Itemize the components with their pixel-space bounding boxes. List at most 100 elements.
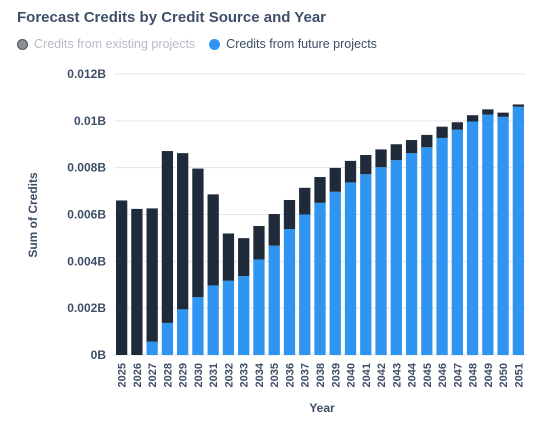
x-tick-label: 2047 [452,363,464,387]
bar-existing-projects[interactable] [177,153,189,310]
bar-existing-projects[interactable] [299,187,311,215]
bar-future-projects[interactable] [314,202,326,355]
bar-future-projects[interactable] [329,191,341,355]
bar-future-projects[interactable] [253,259,265,355]
bar-future-projects[interactable] [375,167,387,355]
bar-future-projects[interactable] [238,276,250,355]
bar-existing-projects[interactable] [268,214,280,246]
legend-marker-existing-projects [17,38,28,50]
chart-title: Forecast Credits by Credit Source and Ye… [17,9,327,26]
bar-existing-projects[interactable] [253,225,265,260]
x-axis-ticks: 2025 2026 2027 2028 2029 2030 2031 2032 2033 2034… [117,362,526,387]
x-tick-label: 2049 [483,363,495,387]
y-tick-label: 0.012B [67,67,106,81]
bar-existing-projects[interactable] [161,151,174,323]
bar-future-projects[interactable] [360,174,372,355]
x-tick-label: 2028 [162,363,174,387]
x-axis-label: Year [309,401,335,415]
bar-existing-projects[interactable] [192,168,204,298]
legend-marker-future-projects [209,38,221,50]
legend-item-existing-projects[interactable]: Credits from existing projects [17,37,195,51]
bar-existing-projects[interactable] [222,233,235,281]
y-tick-label: 0.008B [67,161,106,175]
x-tick-label: 2031 [208,363,220,387]
legend-item-future-projects[interactable]: Credits from future projects [209,37,377,51]
x-tick-label: 2029 [178,363,190,387]
bar-existing-projects[interactable] [390,144,402,161]
bar-future-projects[interactable] [192,297,204,355]
bar-future-projects[interactable] [177,309,189,355]
y-tick-label: 0.004B [67,254,106,268]
bar-existing-projects[interactable] [405,140,418,154]
y-axis-label: Sum of Credits [26,172,40,258]
bar-future-projects[interactable] [283,229,296,355]
x-tick-label: 2043 [391,363,403,387]
bar-future-projects[interactable] [421,147,433,355]
x-tick-label: 2042 [376,363,388,387]
bar-existing-projects[interactable] [375,149,387,168]
bar-existing-projects[interactable] [131,208,143,355]
bar-future-projects[interactable] [482,114,494,355]
x-tick-label: 2025 [117,363,129,387]
bar-future-projects[interactable] [146,341,158,355]
x-tick-label: 2032 [223,363,235,387]
bar-future-projects[interactable] [268,245,280,355]
x-tick-label: 2039 [330,363,342,387]
x-tick-label: 2035 [269,363,281,387]
x-tick-label: 2037 [300,363,312,387]
bar-future-projects[interactable] [344,182,357,355]
bar-existing-projects[interactable] [146,208,158,342]
x-tick-label: 2027 [147,363,159,387]
bar-future-projects[interactable] [436,137,448,355]
bar-existing-projects[interactable] [207,194,219,286]
x-tick-label: 2034 [254,362,266,387]
x-tick-label: 2048 [468,363,480,387]
x-tick-label: 2036 [284,363,296,387]
bar-future-projects[interactable] [497,116,509,355]
bar-existing-projects[interactable] [238,238,250,277]
x-tick-label: 2038 [315,363,327,387]
x-tick-label: 2040 [346,363,358,387]
bar-existing-projects[interactable] [115,200,128,355]
bar-future-projects[interactable] [207,285,219,355]
bar-existing-projects[interactable] [329,167,341,192]
bar-future-projects[interactable] [451,129,463,355]
bar-existing-projects[interactable] [482,109,494,115]
bar-future-projects[interactable] [512,106,525,356]
y-tick-label: 0.002B [67,301,106,315]
bar-existing-projects[interactable] [314,177,326,203]
bar-existing-projects[interactable] [512,104,525,107]
bar-future-projects[interactable] [299,214,311,356]
bar-existing-projects[interactable] [283,199,296,230]
x-tick-label: 2045 [422,363,434,387]
bar-existing-projects[interactable] [360,155,372,175]
bar-future-projects[interactable] [466,121,479,356]
y-axis-ticks: 0B 0.002B 0.004B 0.006B 0.008B 0.01B 0.012B [67,67,106,362]
x-tick-label: 2026 [132,363,144,387]
y-tick-label: 0.01B [74,114,106,128]
x-tick-label: 2033 [239,363,251,387]
bar-existing-projects[interactable] [421,134,433,148]
x-tick-label: 2041 [361,363,373,387]
x-tick-label: 2046 [437,363,449,387]
bar-existing-projects[interactable] [344,160,357,183]
bar-existing-projects[interactable] [436,126,448,138]
legend: Credits from existing projects Credits f… [17,37,391,51]
x-tick-label: 2030 [193,363,205,387]
bar-future-projects[interactable] [405,153,418,355]
bar-existing-projects[interactable] [497,112,509,117]
bar-future-projects[interactable] [161,322,174,355]
x-tick-label: 2050 [498,363,510,387]
bars [115,104,525,356]
legend-label-existing-projects: Credits from existing projects [34,37,196,51]
bar-future-projects[interactable] [390,160,402,355]
bar-existing-projects[interactable] [451,122,463,130]
y-tick-label: 0.006B [67,208,106,222]
legend-label-future-projects: Credits from future projects [226,37,377,51]
x-tick-label: 2051 [513,363,525,387]
x-tick-label: 2044 [407,362,419,387]
bar-existing-projects[interactable] [466,115,479,122]
y-tick-label: 0B [91,348,107,362]
bar-future-projects[interactable] [222,280,235,355]
